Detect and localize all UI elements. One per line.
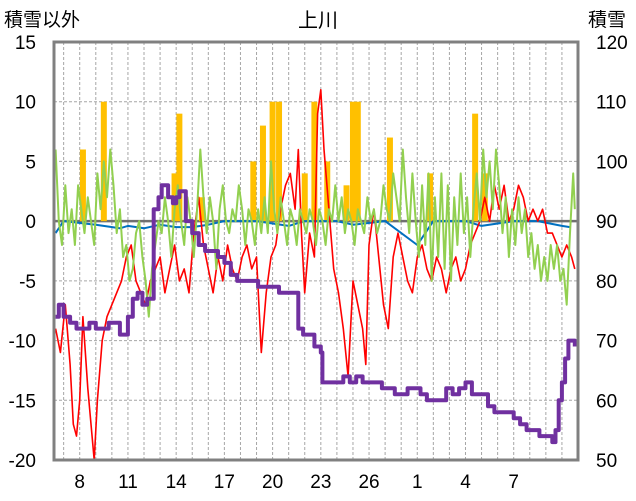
left-tick-label: -15	[9, 391, 36, 412]
orange-bar	[472, 113, 479, 222]
left-tick-label: 0	[25, 212, 36, 233]
orange-bar	[386, 137, 393, 222]
orange-bar	[276, 101, 283, 222]
x-tick-label: 7	[508, 472, 519, 493]
left-axis-label: 積雪以外	[4, 9, 80, 31]
orange-bar	[259, 125, 266, 222]
left-tick-label: 5	[25, 152, 36, 173]
x-tick-label: 20	[262, 472, 283, 493]
chart-title: 上川	[298, 9, 338, 32]
right-tick-label: 110	[596, 93, 626, 114]
plot-area	[54, 89, 578, 461]
orange-bar	[311, 101, 318, 222]
left-tick-label: -5	[19, 272, 36, 293]
x-tick-label: 26	[358, 472, 379, 493]
right-tick-label: 70	[596, 332, 617, 353]
orange-bar	[79, 149, 86, 222]
x-tick-label: 8	[74, 472, 85, 493]
right-tick-label: 120	[596, 33, 628, 54]
plot-frame	[52, 40, 580, 462]
left-tick-label: 15	[15, 33, 36, 54]
right-axis: 120 110 100 90 80 70 60 50	[596, 33, 628, 472]
right-tick-label: 60	[596, 391, 617, 412]
left-tick-label: 10	[15, 93, 36, 114]
right-tick-label: 50	[596, 451, 617, 472]
left-tick-label: -10	[9, 332, 36, 353]
orange-bar	[301, 173, 308, 222]
x-tick-label: 23	[310, 472, 331, 493]
green-series-line	[54, 148, 576, 318]
right-axis-label: 積雪	[588, 9, 626, 31]
right-tick-label: 90	[596, 212, 617, 233]
orange-bar	[250, 161, 257, 222]
x-tick-label: 4	[460, 472, 471, 493]
x-tick-label: 14	[166, 472, 188, 493]
right-tick-label: 100	[596, 152, 628, 173]
orange-bar	[269, 101, 276, 222]
x-tick-label: 11	[118, 472, 138, 493]
right-tick-label: 80	[596, 272, 617, 293]
orange-bar	[349, 101, 356, 222]
orange-bar	[343, 185, 350, 222]
orange-bar	[198, 197, 205, 222]
x-tick-label: 17	[214, 472, 235, 493]
orange-bar	[176, 113, 183, 222]
snow-depth-series-line	[55, 183, 577, 445]
left-tick-label: -20	[9, 451, 36, 472]
orange-bar	[354, 101, 361, 222]
x-tick-label: 1	[412, 472, 423, 493]
temperature-series-line	[54, 89, 576, 461]
left-axis: 15 10 5 0 -5 -10 -15 -20	[9, 33, 36, 472]
x-axis: 8 11 14 17 20 23 26 1 4 7	[74, 472, 519, 493]
